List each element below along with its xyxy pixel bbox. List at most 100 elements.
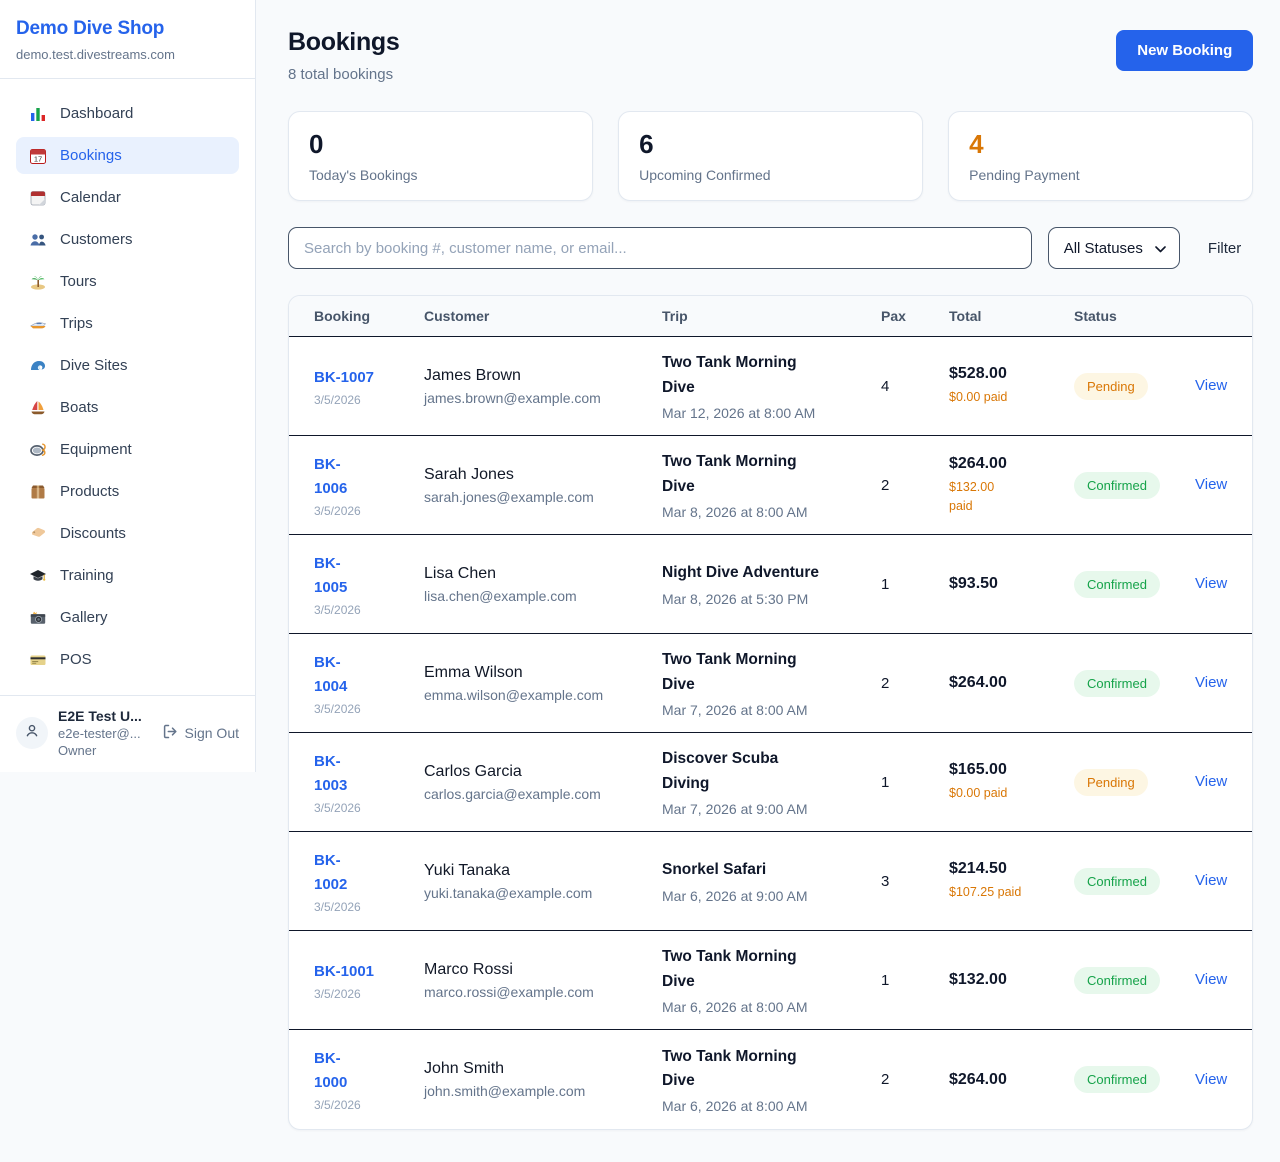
sidebar-item-training[interactable]: Training (16, 557, 239, 594)
customer-email: yuki.tanaka@example.com (424, 884, 593, 901)
calendar-icon: 17 (28, 146, 47, 165)
total-amount: $93.50 (949, 575, 998, 592)
trip-name: Two Tank Morning Dive (662, 1047, 797, 1089)
status-badge: Confirmed (1074, 471, 1160, 499)
new-booking-button[interactable]: New Booking (1116, 30, 1254, 71)
column-header-booking: Booking (314, 308, 370, 324)
sign-out-label: Sign Out (184, 725, 239, 741)
view-link[interactable]: View (1195, 872, 1228, 889)
status-badge: Confirmed (1074, 669, 1160, 697)
pax-count: 3 (881, 872, 890, 890)
status-select[interactable]: All Statuses (1047, 227, 1180, 269)
booking-id-link[interactable]: BK- 1005 (314, 554, 348, 596)
table-row: BK- 1006 3/5/2026 Sarah Jones sarah.jone… (289, 436, 1253, 535)
booking-id-link[interactable]: BK-1001 (314, 962, 375, 980)
sidebar-item-label: Trips (60, 315, 93, 332)
paid-amount: $132.00 paid (949, 479, 995, 513)
chevron-down-icon (1155, 240, 1166, 257)
sidebar-item-calendar[interactable]: Calendar (16, 179, 239, 216)
customer-email: john.smith@example.com (424, 1083, 586, 1099)
customer-name: James Brown (424, 366, 521, 384)
view-link[interactable]: View (1195, 773, 1228, 790)
sidebar-item-trips[interactable]: Trips (16, 305, 239, 342)
customer-email: carlos.garcia@example.com (424, 785, 601, 802)
view-link[interactable]: View (1195, 674, 1228, 691)
customer-name: Emma Wilson (424, 663, 523, 681)
sidebar-item-equipment[interactable]: Equipment (16, 431, 239, 468)
total-amount: $165.00 (949, 761, 1007, 779)
sidebar-item-customers[interactable]: Customers (16, 221, 239, 258)
camera-icon (28, 608, 47, 627)
column-header-status: Status (1074, 308, 1117, 324)
stats-row: 0 Today's Bookings 6 Upcoming Confirmed … (288, 111, 1254, 201)
sidebar-item-products[interactable]: Products (16, 473, 239, 510)
sidebar-item-label: Tours (60, 273, 97, 290)
brand-block: Demo Dive Shop demo.test.divestreams.com (0, 0, 255, 79)
tag-icon (28, 524, 47, 543)
sidebar-item-bookings[interactable]: 17 Bookings (16, 137, 239, 174)
trip-datetime: Mar 12, 2026 at 8:00 AM (662, 404, 816, 421)
trip-name: Two Tank Morning Dive (662, 453, 797, 495)
stat-label: Today's Bookings (309, 167, 418, 183)
sign-out-button[interactable]: Sign Out (162, 723, 239, 743)
table-row: BK- 1005 3/5/2026 Lisa Chen lisa.chen@ex… (289, 535, 1253, 634)
user-role: Owner (58, 743, 97, 758)
sidebar-item-label: Customers (60, 231, 133, 248)
sidebar-item-gallery[interactable]: Gallery (16, 599, 239, 636)
view-link[interactable]: View (1195, 1070, 1228, 1088)
customer-email: lisa.chen@example.com (424, 587, 577, 604)
total-amount: $132.00 (949, 971, 1007, 988)
view-link[interactable]: View (1195, 575, 1228, 592)
stat-label: Upcoming Confirmed (639, 167, 771, 183)
column-header-total: Total (949, 308, 982, 324)
booking-id-link[interactable]: BK- 1006 (314, 455, 348, 497)
trip-datetime: Mar 6, 2026 at 8:00 AM (662, 1098, 808, 1115)
customer-name: Yuki Tanaka (424, 861, 510, 879)
sidebar-item-dashboard[interactable]: Dashboard (16, 95, 239, 132)
customer-email: sarah.jones@example.com (424, 488, 594, 505)
column-header-customer: Customer (424, 308, 490, 324)
sidebar-item-label: Dive Sites (60, 357, 128, 374)
sidebar-item-tours[interactable]: Tours (16, 263, 239, 300)
booking-id-link[interactable]: BK-1007 (314, 368, 375, 386)
booking-id-link[interactable]: BK- 1002 (314, 851, 348, 893)
table-row: BK- 1002 3/5/2026 Yuki Tanaka yuki.tanak… (289, 832, 1253, 931)
search-input[interactable] (288, 227, 1032, 269)
view-link[interactable]: View (1195, 377, 1228, 394)
sidebar-item-dive-sites[interactable]: Dive Sites (16, 347, 239, 384)
trip-datetime: Mar 6, 2026 at 8:00 AM (662, 998, 808, 1015)
person-icon (24, 723, 40, 744)
sidebar-item-label: Boats (60, 399, 99, 416)
sidebar-item-boats[interactable]: Boats (16, 389, 239, 426)
sidebar: Demo Dive Shop demo.test.divestreams.com… (0, 0, 256, 772)
pax-count: 2 (881, 674, 890, 692)
pax-count: 1 (881, 773, 890, 791)
customer-name: Sarah Jones (424, 465, 514, 483)
view-link[interactable]: View (1195, 971, 1228, 988)
page-header: Bookings 8 total bookings New Booking (288, 28, 1254, 83)
dive-mask-icon (28, 440, 47, 459)
sidebar-item-pos[interactable]: POS (16, 641, 239, 678)
booking-id-link[interactable]: BK- 1000 (314, 1050, 348, 1091)
total-amount: $528.00 (949, 365, 1007, 383)
filter-button[interactable]: Filter (1196, 240, 1253, 257)
total-amount: $264.00 (949, 1070, 1007, 1088)
pax-count: 4 (881, 377, 890, 395)
sailboat-icon (28, 398, 47, 417)
table-row: BK-1001 3/5/2026 Marco Rossi marco.rossi… (289, 931, 1253, 1030)
customer-email: emma.wilson@example.com (424, 686, 604, 703)
booking-id-link[interactable]: BK- 1004 (314, 653, 348, 695)
customer-name: John Smith (424, 1060, 505, 1077)
sidebar-item-discounts[interactable]: Discounts (16, 515, 239, 552)
booking-id-link[interactable]: BK- 1003 (314, 752, 348, 794)
svg-text:17: 17 (33, 154, 41, 163)
trip-datetime: Mar 8, 2026 at 5:30 PM (662, 590, 809, 607)
island-icon (28, 272, 47, 291)
view-link[interactable]: View (1195, 476, 1228, 493)
trip-name: Two Tank Morning Dive (662, 651, 797, 693)
paid-amount: $107.25 paid (949, 885, 1022, 900)
booking-date: 3/5/2026 (314, 899, 361, 914)
pax-count: 1 (881, 575, 890, 593)
brand-title: Demo Dive Shop (16, 18, 165, 39)
sidebar-item-label: Dashboard (60, 105, 134, 122)
